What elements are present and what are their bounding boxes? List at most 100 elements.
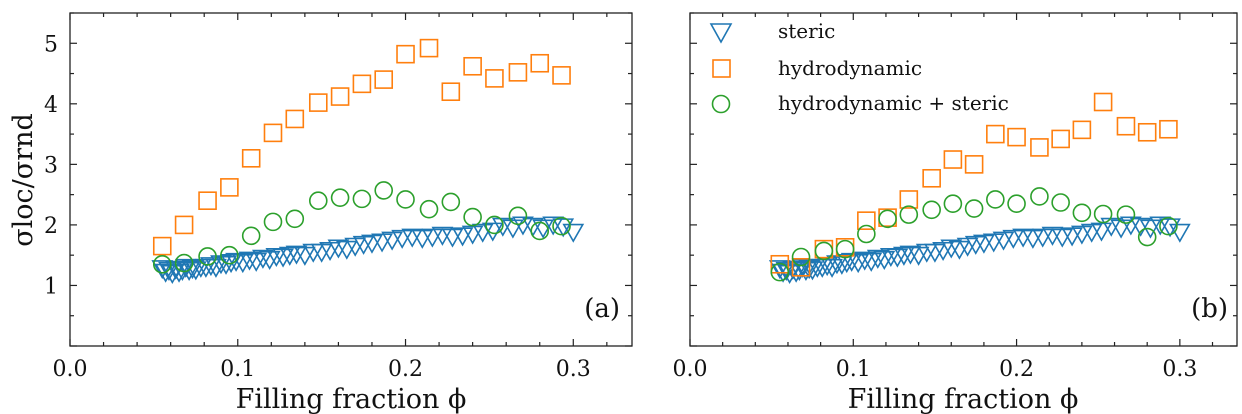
data-point-steric <box>992 231 1015 251</box>
data-point-hydrodynamic-steric <box>1072 203 1092 223</box>
data-point-hydrodynamic <box>263 123 283 143</box>
panel-a-series-steric <box>151 216 585 284</box>
data-point-steric <box>1090 222 1113 242</box>
data-point-steric <box>471 223 494 243</box>
data-point-hydrodynamic-steric <box>964 199 984 218</box>
data-point-hydrodynamic <box>1159 119 1178 139</box>
data-point-hydrodynamic-steric <box>943 194 963 214</box>
data-point-hydrodynamic-steric <box>308 191 328 210</box>
data-point-hydrodynamic <box>285 109 305 129</box>
data-point-hydrodynamic <box>1137 122 1157 142</box>
data-point-steric <box>225 252 247 272</box>
data-point-hydrodynamic-steric <box>1051 193 1070 212</box>
data-point-hydrodynamic-steric <box>791 247 811 267</box>
legend-entry-steric: steric <box>709 19 835 44</box>
legend-marker-steric <box>709 23 733 44</box>
data-point-steric <box>973 234 995 254</box>
data-point-steric <box>391 229 414 249</box>
data-point-hydrodynamic <box>1093 92 1113 112</box>
data-point-steric <box>335 240 358 260</box>
data-point-hydrodynamic <box>878 208 897 227</box>
data-point-hydrodynamic-steric <box>878 209 897 229</box>
legend-marker-hydrodynamic-steric <box>711 94 731 114</box>
data-point-steric <box>481 222 504 242</box>
data-point-steric <box>285 245 308 265</box>
data-point-hydrodynamic-steric <box>441 192 461 212</box>
y-tick-label: 4 <box>44 93 58 118</box>
data-point-hydrodynamic-steric <box>330 188 350 207</box>
data-point-hydrodynamic <box>922 168 941 188</box>
data-point-steric <box>272 248 294 268</box>
data-point-steric <box>252 249 274 269</box>
data-point-steric <box>1031 228 1054 248</box>
data-point-hydrodynamic <box>419 38 439 58</box>
data-point-hydrodynamic <box>220 178 239 197</box>
data-point-hydrodynamic-steric <box>174 253 194 273</box>
data-point-hydrodynamic <box>943 150 963 169</box>
data-point-hydrodynamic-steric <box>152 254 172 274</box>
data-point-steric <box>371 233 393 253</box>
panel-b: 0.0 0.1 0.2 0.3 (b) Filling fraction ϕ ster… <box>673 12 1238 414</box>
data-point-hydrodynamic <box>441 82 461 102</box>
legend-marker-hydrodynamic <box>712 59 731 78</box>
data-point-hydrodynamic-steric <box>922 200 941 220</box>
data-point-hydrodynamic-steric <box>220 245 239 265</box>
legend-label-hydrodynamic-steric: hydrodynamic + steric <box>778 91 1009 115</box>
data-point-steric <box>860 252 883 272</box>
data-point-hydrodynamic-steric <box>396 190 415 209</box>
x-tick-label: 0.0 <box>673 357 708 382</box>
data-point-hydrodynamic-steric <box>508 206 528 226</box>
data-point-steric <box>245 252 268 272</box>
data-point-steric <box>401 228 424 248</box>
data-point-hydrodynamic-steric <box>463 207 482 227</box>
legend: steric hydrodynamic hydrodynamic + steri… <box>709 19 1009 115</box>
data-point-steric <box>451 227 474 247</box>
data-point-hydrodynamic-steric <box>770 262 790 282</box>
data-point-hydrodynamic <box>552 66 571 85</box>
data-point-steric <box>258 251 281 271</box>
data-point-hydrodynamic-steric <box>374 181 394 200</box>
data-point-steric <box>502 219 524 239</box>
data-point-steric <box>1110 219 1132 239</box>
panel-a-series-hydrodynamic-steric <box>152 181 571 274</box>
x-tick-label: 0.3 <box>556 357 591 382</box>
data-point-steric <box>791 258 814 278</box>
data-point-steric <box>940 239 963 259</box>
data-point-steric <box>231 254 254 274</box>
data-point-hydrodynamic-steric <box>857 224 876 244</box>
data-point-hydrodynamic <box>791 257 811 277</box>
data-point-hydrodynamic <box>1007 127 1026 147</box>
panel-b-label: (b) <box>1191 294 1228 324</box>
data-point-steric <box>835 254 858 274</box>
data-point-hydrodynamic <box>964 155 984 174</box>
data-point-hydrodynamic <box>198 191 217 210</box>
data-point-hydrodynamic <box>1030 138 1049 157</box>
data-point-hydrodynamic <box>508 63 528 82</box>
data-point-steric <box>552 218 575 238</box>
data-point-hydrodynamic <box>396 44 415 64</box>
data-point-steric <box>184 261 207 281</box>
data-point-hydrodynamic <box>857 211 876 230</box>
data-point-hydrodynamic <box>899 190 919 209</box>
data-point-hydrodynamic-steric <box>352 189 372 209</box>
data-point-steric <box>278 246 301 266</box>
data-point-steric <box>821 258 843 278</box>
data-point-hydrodynamic-steric <box>814 241 834 261</box>
data-point-steric <box>238 251 261 271</box>
data-point-steric <box>873 251 896 271</box>
data-point-steric <box>853 251 876 271</box>
data-point-hydrodynamic <box>463 56 482 76</box>
data-point-steric <box>899 245 922 265</box>
x-tick-label: 0.2 <box>388 357 423 382</box>
data-point-hydrodynamic <box>530 53 550 73</box>
data-point-steric <box>886 248 909 268</box>
data-point-hydrodynamic-steric <box>263 212 283 232</box>
x-tick-label: 0.1 <box>836 357 871 382</box>
data-point-steric <box>562 223 585 243</box>
data-point-hydrodynamic-steric <box>1159 216 1178 236</box>
data-point-hydrodynamic <box>1051 129 1070 149</box>
data-point-hydrodynamic <box>352 74 372 94</box>
data-point-hydrodynamic <box>1116 116 1136 136</box>
y-tick-label: 5 <box>44 32 58 57</box>
